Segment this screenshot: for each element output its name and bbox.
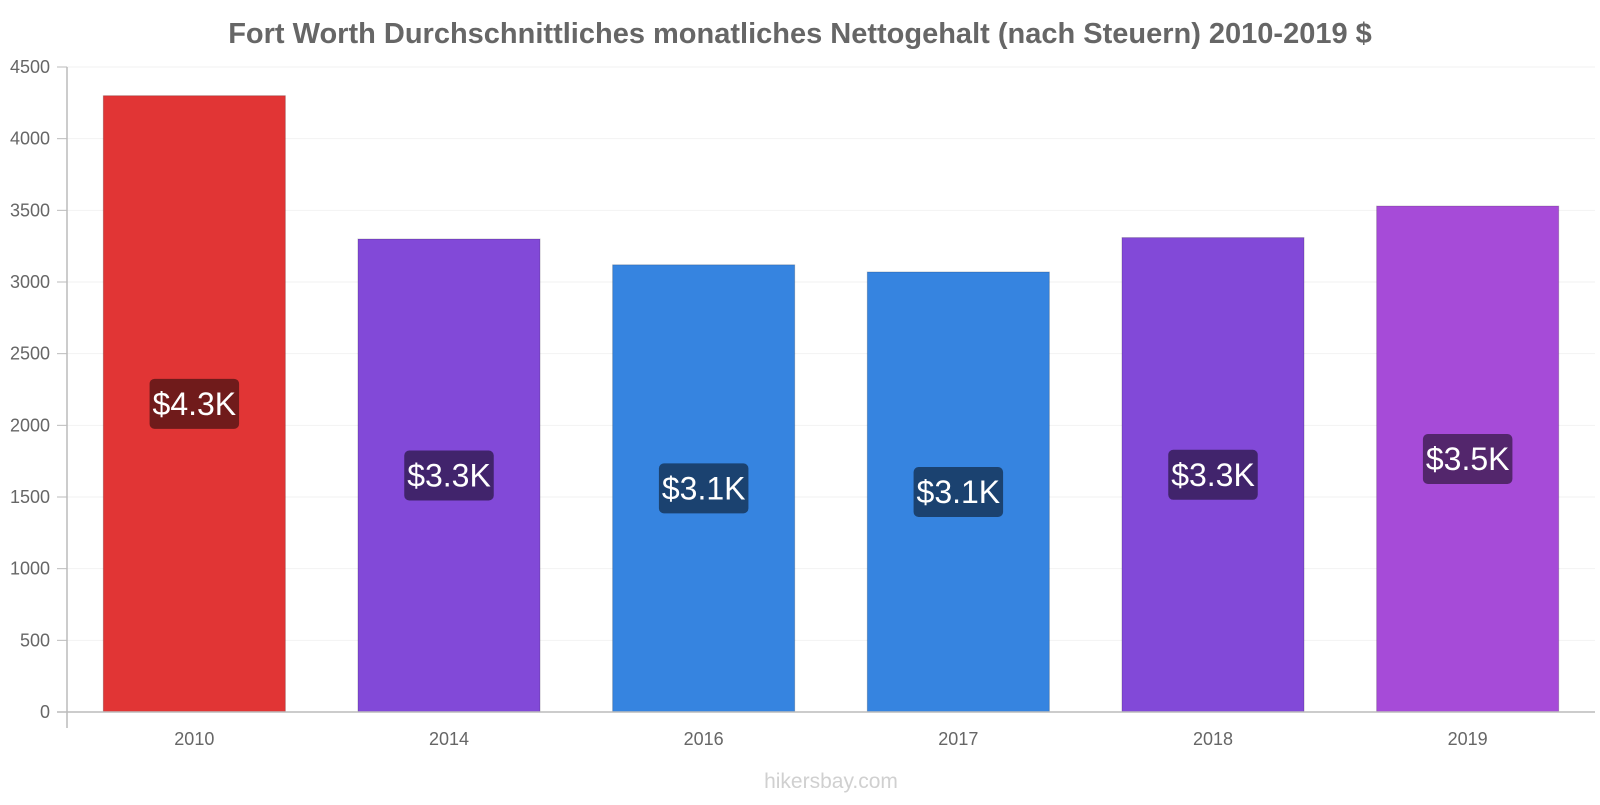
bars — [102, 95, 1560, 713]
value-label-background — [404, 450, 494, 501]
value-label-background — [149, 378, 240, 429]
x-tick-label: 2014 — [429, 729, 469, 749]
watermark: hikersbay.com — [764, 770, 898, 793]
y-tick-label: 1000 — [10, 559, 50, 579]
y-tick-label: 3000 — [10, 272, 50, 292]
y-tick-label: 4500 — [10, 57, 50, 77]
value-label: $3.1K — [662, 470, 746, 506]
y-tick-label: 2500 — [10, 344, 50, 364]
y-tick-label: 1500 — [10, 487, 50, 507]
value-label-background — [1168, 449, 1258, 500]
x-tick-label: 2016 — [684, 729, 724, 749]
y-tick-label: 500 — [20, 630, 50, 650]
x-tick-label: 2017 — [938, 729, 978, 749]
value-label-background — [913, 466, 1004, 517]
gridlines — [67, 66, 1595, 641]
y-tick-label: 0 — [40, 702, 50, 722]
y-tick-label: 2000 — [10, 415, 50, 435]
value-label: $3.3K — [407, 458, 491, 494]
value-label-background — [658, 463, 749, 514]
value-label: $3.5K — [1426, 441, 1510, 477]
chart-title: Fort Worth Durchschnittliches monatliche… — [228, 18, 1372, 50]
value-label: $3.3K — [1171, 457, 1255, 493]
value-label-background — [1422, 434, 1513, 485]
bar-2010 — [102, 95, 286, 713]
x-tick-label: 2010 — [174, 729, 214, 749]
y-tick-label: 3500 — [10, 200, 50, 220]
axes: 0 500 1000 1500 2000 2500 3000 3500 4000 4500 2010… — [10, 57, 1595, 749]
value-label: $4.3K — [153, 386, 237, 422]
x-tick-label: 2018 — [1193, 729, 1233, 749]
y-tick-label: 4000 — [10, 129, 50, 149]
value-label: $3.1K — [917, 474, 1001, 510]
x-tick-label: 2019 — [1448, 729, 1488, 749]
value-labels: $4.3K $3.3K $3.1K $3.1K $3.3K $3.5K — [149, 378, 1513, 517]
